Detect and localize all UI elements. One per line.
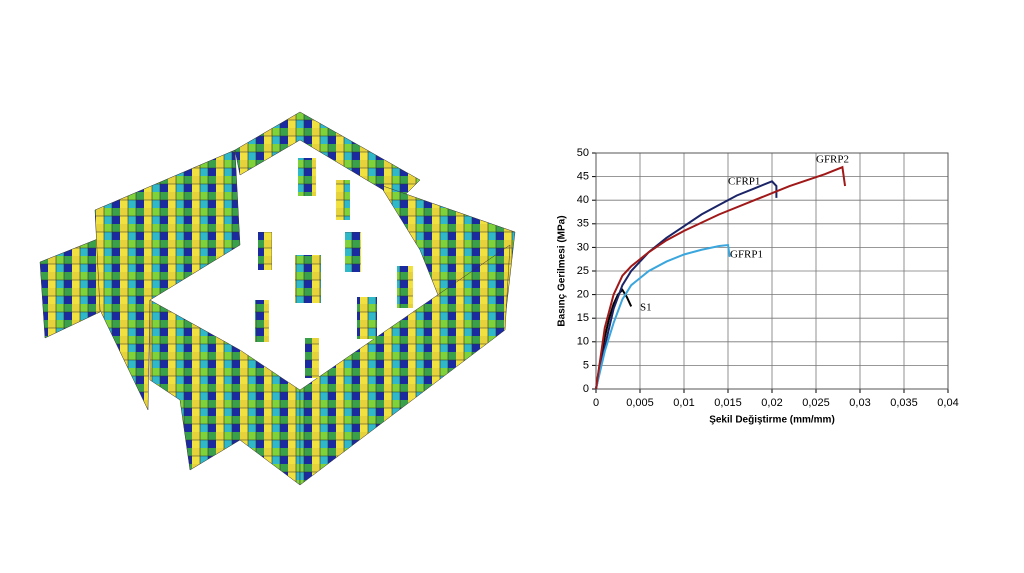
series-line	[595, 180, 778, 390]
x-tick-label: 0,02	[761, 397, 782, 409]
series-label: S1	[640, 302, 652, 314]
structure-model	[39, 111, 516, 486]
y-tick-label: 50	[577, 147, 589, 159]
y-tick-label: 30	[577, 241, 589, 253]
series-label: GFRP2	[816, 154, 849, 166]
y-axis-title: Basınç Gerilmesi (MPa)	[557, 215, 568, 326]
y-tick-label: 5	[583, 359, 589, 371]
y-tick-label: 10	[577, 336, 589, 348]
chart: Şekil Değiştirme (mm/mm) Basınç Gerilmes…	[557, 147, 959, 426]
x-axis-title: Şekil Değiştirme (mm/mm)	[709, 415, 835, 426]
x-tick-label: 0,025	[802, 397, 830, 409]
series-line	[595, 243, 731, 390]
y-tick-label: 15	[577, 312, 589, 324]
plot-border	[595, 152, 949, 390]
y-tick-label: 20	[577, 289, 589, 301]
series-label: GFRP1	[730, 249, 763, 261]
y-tick-label: 40	[577, 194, 589, 206]
series-line	[595, 288, 633, 390]
x-tick-label: 0	[593, 397, 599, 409]
series-label: CFRP1	[728, 176, 760, 188]
x-tick-label: 0,015	[714, 397, 742, 409]
y-tick-label: 0	[583, 383, 589, 395]
x-tick-label: 0,035	[890, 397, 918, 409]
x-tick-label: 0,04	[937, 397, 958, 409]
y-tick-label: 25	[577, 265, 589, 277]
y-tick-label: 35	[577, 218, 589, 230]
series-line	[595, 165, 847, 390]
y-tick-label: 45	[577, 171, 589, 183]
x-tick-label: 0,005	[626, 397, 654, 409]
x-tick-label: 0,03	[849, 397, 870, 409]
x-tick-label: 0,01	[673, 397, 694, 409]
